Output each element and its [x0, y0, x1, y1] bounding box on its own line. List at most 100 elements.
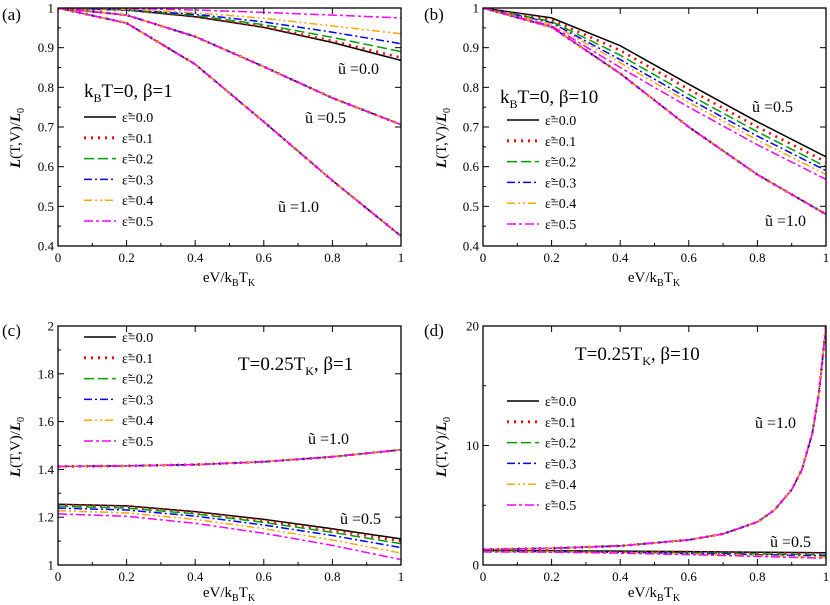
title-c: T=0.25TK, β=1 [238, 354, 353, 378]
ytick-label-a-2: 0.6 [38, 159, 55, 174]
series-b-g0-eps2 [483, 8, 826, 168]
ytick-label-b-0: 0.4 [463, 239, 480, 254]
ytick-label-a-3: 0.7 [38, 120, 55, 135]
annotation-b-1: ũ =1.0 [765, 213, 806, 230]
panel-b: (b) L(T,V)/L0 eV/kBTK kBT=0, β=10 ũ =0.5… [424, 5, 806, 289]
series-a-g0-eps3 [58, 8, 401, 45]
xtick-label-d-4: 0.8 [749, 569, 765, 584]
series-d-g1-eps5 [483, 551, 826, 560]
annotation-d-1: ũ =0.5 [770, 534, 811, 551]
xtick-label-b-3: 0.6 [681, 250, 698, 265]
series-c-g1-eps4 [58, 509, 401, 554]
svg-text:L(T,V)/L0: L(T,V)/L0 [8, 417, 27, 478]
ytick-label-d-1: 10 [466, 438, 479, 453]
ytick-label-b-2: 0.6 [463, 159, 480, 174]
series-d-g0-eps5 [483, 326, 826, 551]
ylabel-a: L(T,V)/L0 [8, 108, 27, 169]
ylabel-b: L(T,V)/L0 [434, 108, 453, 169]
xtick-label-c-5: 1 [398, 569, 405, 584]
series-c-g1-eps5 [58, 513, 401, 561]
xtick-label-b-1: 0.2 [543, 250, 559, 265]
svg-text:L(T,V)/L0: L(T,V)/L0 [8, 108, 27, 169]
ytick-label-a-0: 0.4 [38, 239, 55, 254]
frame-a [57, 7, 402, 247]
legend-label-c-2: ε̃=0.2 [122, 373, 153, 388]
legend-label-b-2: ε̃=0.2 [545, 156, 576, 171]
ytick-label-b-1: 0.5 [463, 199, 479, 214]
ytick-label-a-4: 0.8 [38, 80, 54, 95]
xtick-label-a-1: 0.2 [118, 250, 134, 265]
plot-b: 0 0.2 0.4 0.6 0.8 10.40.50.60.70.80.91ε̃=0.0ε… [463, 1, 830, 266]
ytick-label-c-0: 1 [48, 558, 55, 573]
legend-label-d-4: ε̃=0.4 [545, 478, 576, 493]
series-a-g2-eps1 [58, 8, 401, 238]
series-c-g1-eps2 [58, 505, 401, 545]
series-group-c [58, 448, 401, 561]
panel-label-c: (c) [2, 321, 21, 340]
xtick-label-d-1: 0.2 [543, 569, 559, 584]
panel-label-a: (a) [2, 5, 21, 24]
legend-label-d-2: ε̃=0.2 [545, 437, 576, 452]
series-c-g1-eps3 [58, 507, 401, 549]
ytick-label-d-2: 20 [466, 319, 479, 334]
xtick-label-d-3: 0.6 [681, 569, 698, 584]
legend-c: ε̃=0.0 ε̃=0.1 ε̃=0.2 ε̃=0.3 ε̃=0.4 ε̃=0.5 [84, 331, 153, 450]
ytick-label-d-0: 0 [473, 558, 480, 573]
series-b-g1-eps5 [483, 8, 826, 215]
legend-label-c-0: ε̃=0.0 [122, 331, 153, 346]
xtick-label-c-4: 0.8 [324, 569, 340, 584]
legend-label-c-4: ε̃=0.4 [122, 414, 153, 429]
xtick-label-a-3: 0.6 [256, 250, 273, 265]
legend-label-a-5: ε̃=0.5 [122, 215, 153, 230]
legend-label-a-4: ε̃=0.4 [122, 194, 153, 209]
plot-c: 0 0.2 0.4 0.6 0.8 1 1 1.2 1.4 1.6 1.8 2 ε̃=0.0 ε̃=0.1… [38, 319, 405, 585]
annotation-a-0: ũ =0.0 [338, 61, 379, 78]
panel-a: (a) L(T,V)/L0 eV/kBTK kBT=0, β=1 ũ =0.0 … [2, 5, 379, 289]
series-a-g2-eps2 [58, 8, 401, 237]
series-group-d [483, 326, 826, 560]
xlabel-d: eV/kBTK [628, 585, 681, 604]
ytick-label-b-3: 0.7 [463, 120, 480, 135]
series-a-g1-eps3 [58, 8, 401, 126]
ylabel-c: L(T,V)/L0 [8, 417, 27, 478]
plot-a: 0 0.2 0.4 0.6 0.8 10.40.50.60.70.80.91ε̃=0.0ε… [38, 1, 405, 266]
legend-a: ε̃=0.0 ε̃=0.1 ε̃=0.2 ε̃=0.3 ε̃=0.4 ε̃=0.5 [84, 111, 153, 230]
panel-label-b: (b) [424, 5, 444, 24]
svg-text:L(T,V)/L0: L(T,V)/L0 [434, 417, 453, 478]
ytick-label-b-6: 1 [473, 1, 480, 16]
series-c-g0-eps4 [58, 449, 401, 468]
xtick-label-b-2: 0.4 [612, 250, 629, 265]
xtick-label-c-2: 0.4 [187, 569, 204, 584]
ytick-label-a-5: 0.9 [38, 40, 54, 55]
xtick-label-c-1: 0.2 [118, 569, 134, 584]
legend-label-a-2: ε̃=0.2 [122, 153, 153, 168]
xlabel-b: eV/kBTK [628, 270, 681, 289]
xtick-label-b-0: 0 [480, 250, 487, 265]
series-c-g1-eps1 [58, 503, 401, 543]
series-b-g0-eps1 [483, 8, 826, 164]
xtick-label-a-0: 0 [55, 250, 62, 265]
series-a-g2-eps4 [58, 8, 401, 237]
legend-label-d-5: ε̃=0.5 [545, 499, 576, 514]
xtick-label-c-0: 0 [55, 569, 62, 584]
legend-b: ε̃=0.0 ε̃=0.1 ε̃=0.2 ε̃=0.3 ε̃=0.4 ε̃=0.5 [507, 114, 576, 233]
title-b: kBT=0, β=10 [500, 87, 598, 111]
frame-b [482, 7, 827, 247]
legend-label-b-0: ε̃=0.0 [545, 114, 576, 129]
ytick-label-c-1: 1.2 [38, 510, 54, 525]
xlabel-a: eV/kBTK [203, 270, 256, 289]
series-d-g0-eps2 [483, 326, 826, 551]
xtick-label-b-5: 1 [823, 250, 830, 265]
series-a-g0-eps2 [58, 8, 401, 53]
xtick-label-a-2: 0.4 [187, 250, 204, 265]
legend-label-c-5: ε̃=0.5 [122, 435, 153, 450]
ytick-label-c-4: 1.8 [38, 366, 54, 381]
legend-label-d-1: ε̃=0.1 [545, 416, 576, 431]
title-d: T=0.25TK, β=10 [575, 344, 700, 368]
panel-c: (c) L(T,V)/L0 eV/kBTK T=0.25TK, β=1 ũ =1… [2, 321, 381, 604]
xtick-label-b-4: 0.8 [749, 250, 765, 265]
annotation-b-0: ũ =0.5 [752, 99, 793, 116]
legend-label-c-1: ε̃=0.1 [122, 352, 153, 367]
series-a-g2-eps0 [58, 8, 401, 237]
